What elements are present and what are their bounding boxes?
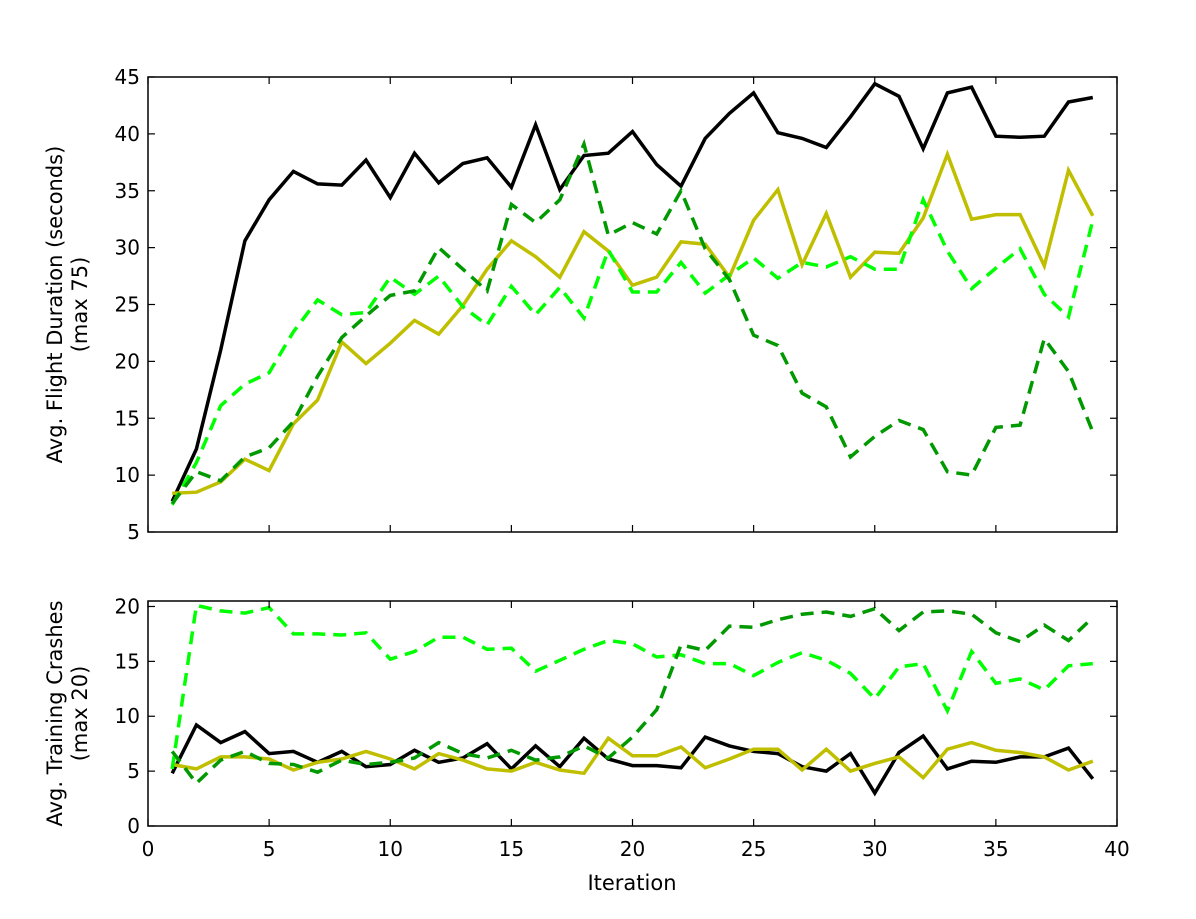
top-panel-series-line-1 — [170, 81, 1094, 503]
bottom-panel-xtick-label: 35 — [983, 837, 1008, 861]
top-panel-series — [170, 81, 1095, 506]
top-panel-ylabel: Avg. Flight Duration (seconds)(max 75) — [43, 146, 92, 464]
top-panel-ytick-label: 35 — [115, 179, 140, 203]
top-panel-ticks: 5 10 15 20 25 30 35 40 45 — [115, 65, 1118, 544]
bottom-panel-ylabel-text: Avg. Training Crashes(max 20) — [43, 600, 92, 826]
bottom-panel-frame — [147, 600, 1118, 827]
bottom-panel-ylabel-line: (max 20) — [68, 666, 92, 762]
bottom-panel-series — [170, 603, 1095, 797]
bottom-panel-ytick-label: 0 — [127, 814, 140, 838]
bottom-panel-ticks: 0 5 10 15 20 25 30 35 40 0 5 10 15 20 — [115, 594, 1130, 861]
bottom-panel-ylabel-line: Avg. Training Crashes — [43, 600, 67, 826]
top-panel-ytick-label: 40 — [115, 122, 140, 146]
bottom-panel-xtick-label: 0 — [142, 837, 155, 861]
top-panel-series-line-2 — [172, 149, 1095, 496]
bottom-panel-xtick-label: 30 — [862, 837, 887, 861]
bottom-panel-series-line-4 — [170, 606, 1095, 786]
bottom-panel-xtick-label: 40 — [1104, 837, 1129, 861]
bottom-panel-series-line-3 — [170, 603, 1093, 770]
bottom-panel-xtick-label: 10 — [378, 837, 403, 861]
bottom-panel-ytick-label: 20 — [115, 594, 140, 618]
bottom-panel-xlabel: Iteration — [587, 871, 676, 895]
bottom-panel-ytick-label: 5 — [127, 759, 140, 783]
top-panel-ytick-label: 25 — [115, 293, 140, 317]
top-panel-ytick-label: 20 — [115, 349, 140, 373]
top-panel-ytick-label: 15 — [115, 406, 140, 430]
bottom-panel-xtick-label: 25 — [741, 837, 766, 861]
bottom-panel-xtick-label: 5 — [263, 837, 276, 861]
bottom-panel-ylabel: Avg. Training Crashes(max 20) — [43, 600, 92, 826]
bottom-panel-series-line-2 — [171, 735, 1094, 781]
top-panel-ytick-label: 10 — [115, 463, 140, 487]
top-panel-frame — [147, 76, 1118, 533]
top-panel-ytick-label: 30 — [115, 236, 140, 260]
bottom-panel-ytick-label: 10 — [115, 704, 140, 728]
top-panel-series-line-3 — [170, 195, 1095, 506]
top-panel-ylabel-text: Avg. Flight Duration (seconds)(max 75) — [43, 146, 92, 464]
bottom-panel-xtick-label: 15 — [499, 837, 524, 861]
bottom-panel-xtick-label: 20 — [620, 837, 645, 861]
bottom-panel-ytick-label: 15 — [115, 649, 140, 673]
top-panel: Avg. Flight Duration (seconds)(max 75) 5… — [43, 65, 1118, 544]
top-panel-ytick-label: 5 — [127, 520, 140, 544]
top-panel-ylabel-line: Avg. Flight Duration (seconds) — [43, 146, 67, 464]
top-panel-ytick-label: 45 — [115, 65, 140, 89]
bottom-panel: Avg. Training Crashes(max 20) 0 5 10 15 20 25… — [43, 594, 1130, 895]
top-panel-ylabel-line: (max 75) — [68, 257, 92, 353]
bottom-panel-series-line-1 — [170, 722, 1095, 797]
top-panel-series-line-4 — [170, 138, 1095, 505]
